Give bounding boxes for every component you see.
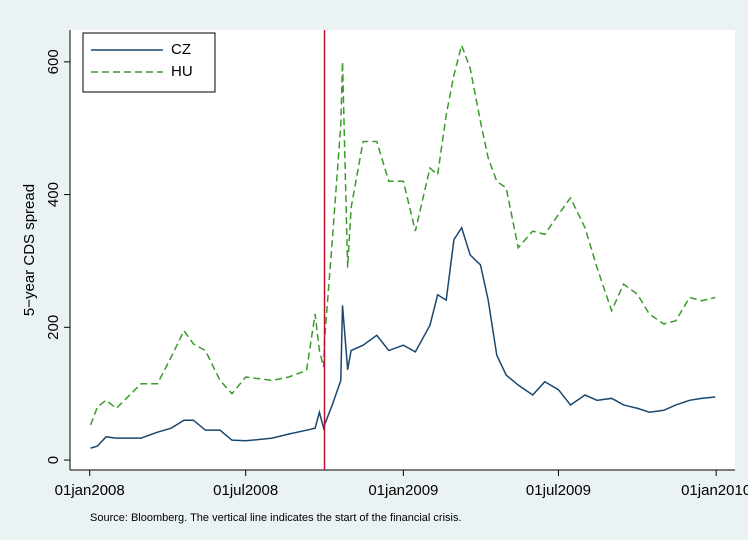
plot-area [70,30,735,470]
y-tick-label: 400 [45,182,62,207]
x-tick-label: 01jul2009 [526,482,591,499]
legend-box [82,32,216,93]
y-tick-label: 0 [45,456,62,464]
series-line [90,226,716,449]
x-tick-label: 01jul2008 [213,482,278,499]
series-line [89,42,716,426]
y-axis-label: 5−year CDS spread [21,184,38,316]
x-tick-label: 01jan2010 [681,482,748,499]
legend-label: HU [171,63,193,80]
x-tick-label: 01jan2008 [55,482,125,499]
x-tick-label: 01jan2009 [368,482,438,499]
legend-label: CZ [171,41,191,58]
source-note: Source: Bloomberg. The vertical line ind… [90,512,462,524]
y-tick-label: 600 [45,49,62,74]
y-tick-label: 200 [45,315,62,340]
